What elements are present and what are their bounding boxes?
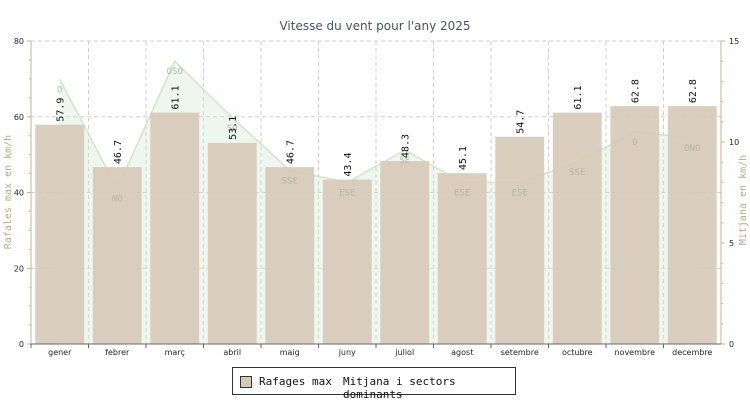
- y-tick-label-right: 15: [729, 37, 739, 46]
- x-tick-label: novembre: [614, 348, 655, 357]
- bar-juny: [322, 179, 372, 344]
- bar-febrer: [92, 167, 142, 344]
- y-tick-label-left: 40: [14, 189, 24, 198]
- legend-label-mean: Mitjana i sectors dominants: [343, 375, 456, 401]
- value-label: 61.1: [171, 85, 182, 109]
- axes: 0 20 40 60 80 0 5 10 15 gener febrer març abril maig j…: [14, 37, 739, 357]
- sector-label: ESE: [512, 188, 528, 198]
- y-axis-left-label: Rafales max en km/h: [3, 135, 14, 249]
- value-label: 61.1: [573, 85, 584, 109]
- y-tick-label-left: 20: [14, 264, 24, 273]
- value-label: 57.9: [56, 98, 67, 122]
- value-label: 46.7: [286, 140, 297, 164]
- bar-gener: [35, 124, 85, 344]
- y-tick-label-right: 0: [729, 340, 734, 349]
- sector-label: O: [57, 85, 62, 95]
- chart-title: Vitesse du vent pour l'any 2025: [279, 19, 470, 33]
- y-tick-label-left: 0: [19, 340, 24, 349]
- sector-label: ESE: [454, 188, 470, 198]
- x-tick-label: gener: [48, 348, 72, 357]
- value-labels: 57.9 46.7 61.1 53.1 46.7 43.4 48.3 45.1 54.7 61.1…: [56, 79, 700, 177]
- legend: Rafages max Mitjana i sectors dominants: [232, 367, 516, 401]
- y-tick-label-left: 60: [14, 113, 24, 122]
- x-tick-label: octubre: [562, 348, 593, 357]
- value-label: 48.3: [401, 134, 412, 158]
- value-label: 62.8: [688, 79, 699, 103]
- bar-setembre: [495, 136, 545, 344]
- sector-label: SSE: [569, 168, 585, 178]
- sector-label: O: [632, 138, 637, 148]
- x-tick-label: maig: [280, 348, 300, 357]
- x-tick-label: abril: [223, 348, 241, 357]
- bar-març: [150, 112, 200, 345]
- y-tick-label-left: 80: [14, 37, 24, 46]
- legend-swatch-gusts: [240, 376, 252, 388]
- value-label: 43.4: [343, 153, 354, 177]
- x-tick-label: decembre: [672, 348, 712, 357]
- sector-label: SE: [399, 156, 410, 166]
- sector-label: SSE: [282, 176, 298, 186]
- y-tick-label-right: 5: [729, 239, 734, 248]
- x-tick-label: setembre: [501, 348, 539, 357]
- bar-novembre: [610, 106, 660, 345]
- bar-agost: [437, 173, 487, 344]
- sector-label: ESE: [339, 188, 355, 198]
- x-tick-label: febrer: [105, 348, 130, 357]
- bar-maig: [265, 167, 315, 344]
- y-tick-label-right: 10: [729, 138, 739, 147]
- sector-label: OSO: [167, 67, 183, 77]
- value-label: 54.7: [516, 110, 527, 134]
- bar-juliol: [380, 161, 430, 344]
- bar-abril: [207, 142, 257, 344]
- sector-label: SO: [227, 124, 238, 134]
- sector-label: ONO: [684, 144, 700, 154]
- bars: [35, 106, 717, 345]
- bar-octubre: [552, 112, 602, 345]
- value-label: 46.7: [113, 140, 124, 164]
- legend-label-gusts: Rafages max: [259, 375, 332, 388]
- x-tick-label: març: [165, 348, 185, 357]
- value-label: 53.1: [228, 116, 239, 140]
- value-label: 45.1: [458, 146, 469, 170]
- x-tick-label: juny: [338, 348, 356, 357]
- x-tick-label: juliol: [394, 348, 414, 357]
- bar-decembre: [667, 106, 717, 345]
- x-tick-label: agost: [451, 348, 473, 357]
- value-label: 62.8: [631, 79, 642, 103]
- sector-label: NO: [112, 194, 123, 204]
- y-axis-right-label: Mitjana en km/h: [738, 155, 749, 245]
